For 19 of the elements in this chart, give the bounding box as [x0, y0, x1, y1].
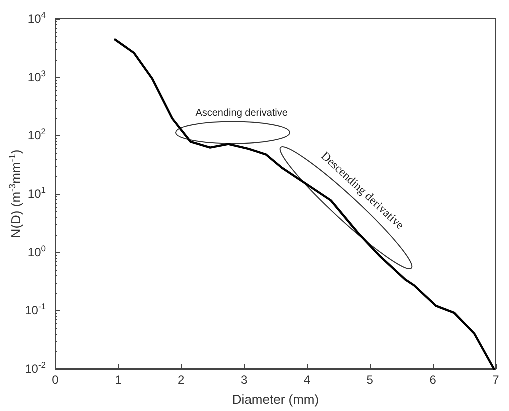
y-tick-label: 10$^{4}$: [28, 10, 46, 26]
x-tick-label: 5: [366, 373, 374, 387]
y-tick-label: 10$^{0}$: [28, 243, 46, 260]
x-axis-title: Diameter (mm): [232, 392, 320, 407]
annotation: Ascending derivative: [196, 108, 288, 119]
x-tick-label: 6: [430, 373, 437, 387]
x-tick-label: 2: [178, 373, 186, 387]
x-tick-label: 7: [492, 373, 500, 387]
y-tick-label: 10$^{-1}$: [25, 302, 46, 318]
y-tick-label: 10$^{1}$: [28, 185, 46, 201]
y-tick-label: 10$^{2}$: [28, 126, 46, 143]
y-tick-label: 10$^{3}$: [28, 68, 46, 84]
y-tick-label: 10$^{-2}$: [25, 360, 46, 376]
x-tick-label: 3: [240, 373, 248, 387]
x-tick-label: 4: [304, 373, 311, 387]
line-series: [114, 38, 496, 370]
x-tick-label: 0: [52, 373, 60, 387]
x-tick-label: 1: [115, 373, 122, 387]
y-axis-title: N(D) (m-3mm-1): [8, 150, 24, 238]
